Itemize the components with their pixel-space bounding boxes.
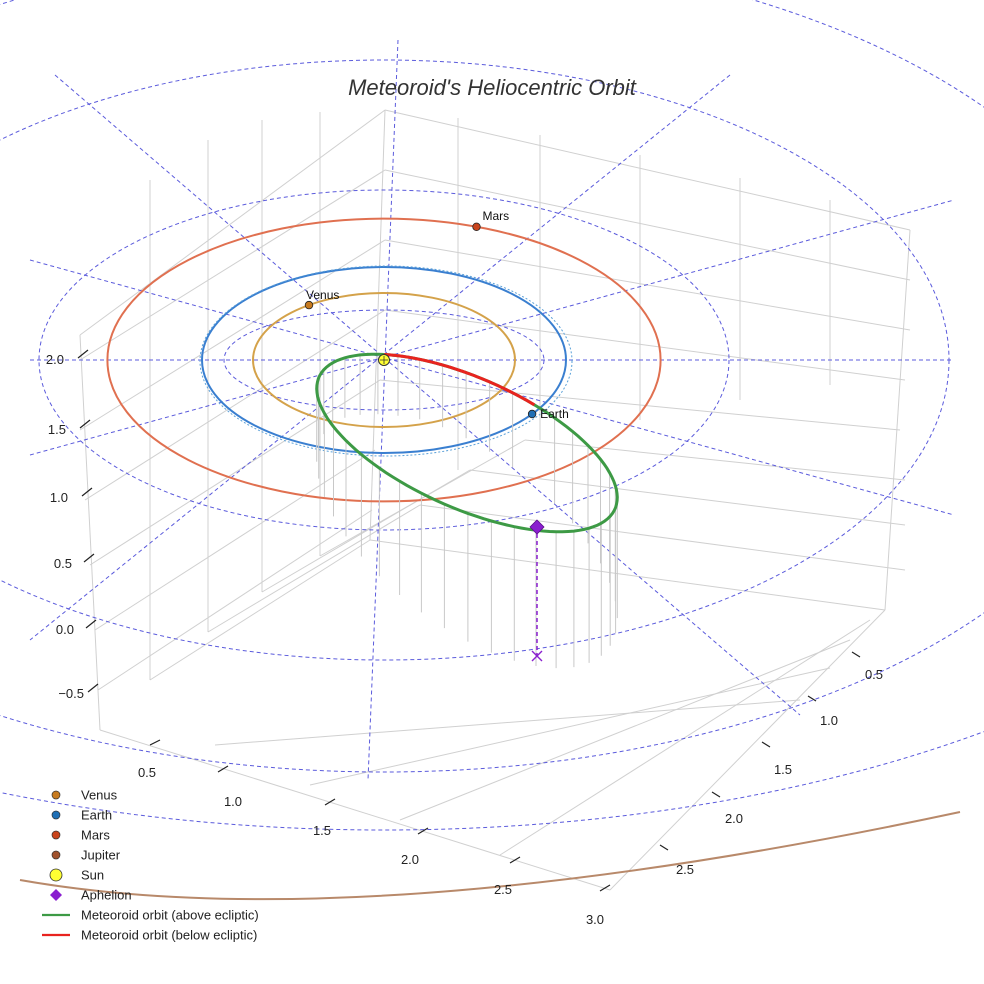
x-tick-label: 1.5	[313, 823, 331, 838]
legend-diamond-icon	[50, 889, 62, 901]
legend-dot-icon	[51, 810, 61, 820]
venus-orbit	[252, 292, 516, 428]
legend-entry: Meteoroid orbit (below ecliptic)	[42, 928, 257, 943]
legend-entry: Meteoroid orbit (above ecliptic)	[42, 908, 259, 923]
earth-orbit	[201, 266, 567, 454]
legend-entry: Earth	[51, 808, 112, 823]
legend-dot-icon	[51, 830, 61, 840]
aphelion-projection-marker	[531, 650, 543, 662]
legend-entry: Mars	[51, 828, 110, 843]
polar-spokes	[29, 39, 955, 781]
legend-label: Meteoroid orbit (below ecliptic)	[81, 928, 257, 943]
y-tick-label: 1.5	[774, 762, 792, 777]
z-tick-label: 0.0	[56, 622, 74, 637]
z-tick-label: −0.5	[58, 686, 84, 701]
mars-orbit	[106, 217, 662, 503]
z-axis: 2.0 1.5 1.0 0.5 0.0 −0.5	[46, 349, 99, 701]
y-tick-label: 0.5	[865, 667, 883, 682]
mars-label: Mars	[483, 209, 510, 223]
legend-label: Venus	[81, 788, 118, 803]
x-tick-label: 1.0	[224, 794, 242, 809]
legend-label: Sun	[81, 868, 104, 883]
legend-label: Meteoroid orbit (above ecliptic)	[81, 908, 259, 923]
legend-entry: Aphelion	[50, 888, 132, 903]
orbits-layer	[19, 217, 961, 901]
legend-sun-icon	[49, 868, 63, 882]
chart-title: Meteoroid's Heliocentric Orbit	[348, 75, 637, 100]
legend-dot-icon	[51, 790, 61, 800]
sun-marker-cross	[380, 356, 388, 364]
legend: Venus Earth Mars Jupiter Sun Aphelion Meteoroi…	[42, 788, 259, 943]
grid-layer	[0, 0, 984, 891]
venus-label: Venus	[306, 288, 339, 302]
markers-layer: Venus Earth Mars	[304, 209, 569, 662]
x-tick-label: 0.5	[138, 765, 156, 780]
y-tick-label: 2.5	[676, 862, 694, 877]
x-tick-label: 2.5	[494, 882, 512, 897]
droplines-layer	[316, 354, 618, 669]
legend-dot-icon	[51, 850, 61, 860]
earth-label: Earth	[540, 407, 569, 421]
y-axis: 0.5 1.0 1.5 2.0 2.5	[659, 651, 883, 877]
y-tick-label: 1.0	[820, 713, 838, 728]
x-tick-label: 3.0	[586, 912, 604, 927]
aphelion-marker	[529, 519, 545, 535]
venus-marker	[304, 300, 314, 310]
y-tick-label: 2.0	[725, 811, 743, 826]
legend-label: Aphelion	[81, 888, 132, 903]
z-tick-label: 2.0	[46, 352, 64, 367]
z-tick-label: 0.5	[54, 556, 72, 571]
legend-entry: Sun	[49, 868, 104, 883]
legend-entry: Jupiter	[51, 848, 121, 863]
z-tick-label: 1.0	[50, 490, 68, 505]
legend-label: Mars	[81, 828, 110, 843]
back-wall-grid	[79, 109, 911, 891]
jupiter-orbit	[19, 811, 961, 901]
mars-marker	[472, 222, 481, 231]
x-tick-label: 2.0	[401, 852, 419, 867]
legend-entry: Venus	[51, 788, 118, 803]
legend-label: Earth	[81, 808, 112, 823]
polar-rings	[0, 0, 984, 831]
x-axis: 0.5 1.0 1.5 2.0 2.5 3.0	[138, 739, 611, 927]
legend-label: Jupiter	[81, 848, 121, 863]
earth-marker	[527, 409, 537, 419]
z-tick-label: 1.5	[48, 422, 66, 437]
earth-orbit-trace	[199, 265, 573, 457]
meteoroid-orbit-below	[384, 353, 536, 407]
